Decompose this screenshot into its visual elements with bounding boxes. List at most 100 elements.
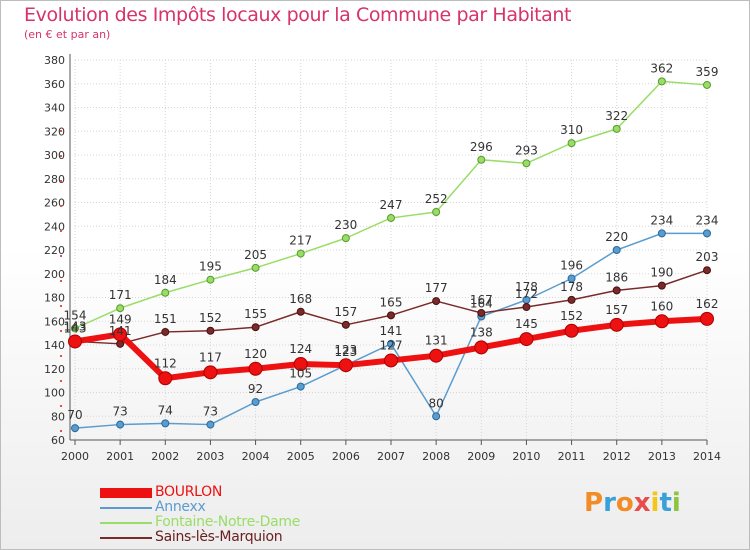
- annexx-data-label: 70: [67, 408, 82, 422]
- sains-les-marquion-point: [206, 326, 215, 335]
- legend-label: Annexx: [155, 499, 206, 515]
- bourlon-data-label: 120: [244, 347, 267, 361]
- fontaine-notre-dame-data-label: 230: [334, 218, 357, 232]
- y-tick-label: 120: [44, 363, 65, 376]
- sains-les-marquion-point: [657, 281, 666, 290]
- proxiti-logo: Proxiti: [584, 488, 681, 518]
- annexx-data-label: 178: [515, 280, 538, 294]
- fontaine-notre-dame-data-label: 293: [515, 143, 538, 157]
- x-tick-label: 2012: [603, 450, 631, 463]
- fontaine-notre-dame-point: [341, 234, 350, 243]
- bourlon-data-label: 162: [696, 297, 719, 311]
- fontaine-notre-dame-point: [296, 249, 305, 258]
- fontaine-notre-dame-data-label: 184: [154, 273, 177, 287]
- sains-les-marquion-data-label: 151: [154, 312, 177, 326]
- bourlon-point: [474, 340, 489, 355]
- bourlon-point: [384, 353, 398, 368]
- annexx-data-label: 141: [380, 324, 403, 338]
- annexx-data-label: 196: [560, 259, 583, 273]
- annexx-point: [703, 229, 711, 238]
- sains-les-marquion-point: [341, 320, 350, 329]
- sains-les-marquion-data-label: 152: [199, 311, 222, 325]
- fontaine-notre-dame-point: [387, 213, 395, 222]
- legend-label: BOURLON: [155, 484, 223, 500]
- bourlon-point: [293, 357, 308, 371]
- x-tick-label: 2010: [512, 450, 540, 463]
- bourlon-data-label: 149: [109, 312, 132, 326]
- fontaine-notre-dame-data-label: 310: [560, 123, 583, 137]
- fontaine-notre-dame-point: [206, 275, 215, 284]
- fontaine-notre-dame-data-label: 359: [696, 65, 719, 79]
- sains-les-marquion-point: [522, 303, 531, 311]
- fontaine-notre-dame-data-label: 154: [64, 308, 87, 322]
- annexx-point: [116, 420, 125, 429]
- x-tick-label: 2009: [467, 450, 495, 463]
- fontaine-notre-dame-data-label: 362: [650, 61, 673, 75]
- bourlon-point: [68, 334, 82, 349]
- fontaine-notre-dame-data-label: 322: [605, 109, 628, 123]
- annexx-point: [296, 382, 305, 391]
- y-tick-label: 80: [51, 410, 65, 423]
- bourlon-data-label: 127: [380, 338, 403, 352]
- annexx-point: [71, 424, 79, 433]
- annexx-point: [432, 412, 441, 421]
- y-tick-label: 160: [44, 315, 65, 328]
- y-tick-label: 180: [44, 292, 65, 305]
- sains-les-marquion-data-label: 157: [334, 305, 357, 319]
- annexx-data-label: 92: [248, 382, 263, 396]
- y-tick-label: 300: [44, 149, 65, 162]
- bourlon-data-label: 157: [605, 303, 628, 317]
- y-tick-label: 360: [44, 78, 65, 91]
- fontaine-notre-dame-point: [522, 159, 531, 168]
- annexx-data-label: 234: [650, 213, 673, 227]
- annexx-data-label: 74: [158, 403, 173, 417]
- chart-title: Evolution des Impôts locaux pour la Comm…: [24, 4, 572, 26]
- legend-swatch: [100, 507, 152, 509]
- fontaine-notre-dame-data-label: 195: [199, 260, 222, 274]
- bourlon-point: [700, 311, 714, 326]
- annexx-data-label: 234: [696, 213, 719, 227]
- sains-les-marquion-point: [161, 327, 170, 336]
- sains-les-marquion-point: [296, 307, 305, 316]
- annexx-data-label: 80: [429, 396, 444, 410]
- sains-les-marquion-point: [477, 308, 486, 317]
- sains-les-marquion-point: [387, 311, 395, 320]
- x-tick-label: 2005: [287, 450, 315, 463]
- x-tick-label: 2014: [693, 450, 721, 463]
- annexx-point: [612, 246, 621, 254]
- y-tick-label: 240: [44, 220, 65, 233]
- annexx-point: [387, 339, 395, 348]
- x-tick-label: 2003: [196, 450, 224, 463]
- fontaine-notre-dame-point: [116, 304, 125, 313]
- legend-item-fontaine-notre-dame: Fontaine-Notre-Dame: [100, 515, 360, 530]
- legend-swatch: [100, 488, 152, 498]
- fontaine-notre-dame-point: [477, 155, 486, 164]
- sains-les-marquion-point: [251, 323, 260, 332]
- annexx-data-label: 123: [334, 345, 357, 359]
- sains-les-marquion-data-label: 143: [64, 321, 87, 335]
- sains-les-marquion-data-label: 165: [380, 295, 403, 309]
- sains-les-marquion-point: [703, 266, 711, 275]
- bourlon-data-label: 143: [64, 319, 87, 333]
- sains-les-marquion-point: [612, 286, 621, 295]
- fontaine-notre-dame-point: [657, 77, 666, 86]
- fontaine-notre-dame-data-label: 247: [380, 198, 403, 212]
- bourlon-point: [158, 371, 173, 386]
- fontaine-notre-dame-point: [432, 208, 441, 216]
- annexx-data-label: 73: [203, 405, 218, 419]
- sains-les-marquion-data-label: 177: [425, 281, 448, 295]
- annexx-point: [567, 274, 576, 283]
- annexx-data-label: 73: [113, 405, 128, 419]
- fontaine-notre-dame-data-label: 205: [244, 248, 267, 262]
- annexx-data-label: 164: [470, 297, 493, 311]
- y-tick-label: 60: [51, 434, 65, 447]
- fontaine-notre-dame-data-label: 171: [109, 288, 132, 302]
- sains-les-marquion-data-label: 141: [109, 324, 132, 338]
- legend-label: Fontaine-Notre-Dame: [155, 514, 301, 530]
- y-tick-label: 380: [44, 54, 65, 67]
- annexx-point: [251, 398, 260, 406]
- legend-item-sains-les-marquion: Sains-lès-Marquion: [100, 530, 360, 545]
- x-tick-label: 2004: [242, 450, 270, 463]
- sains-les-marquion-point: [567, 295, 576, 304]
- bourlon-point: [429, 348, 444, 363]
